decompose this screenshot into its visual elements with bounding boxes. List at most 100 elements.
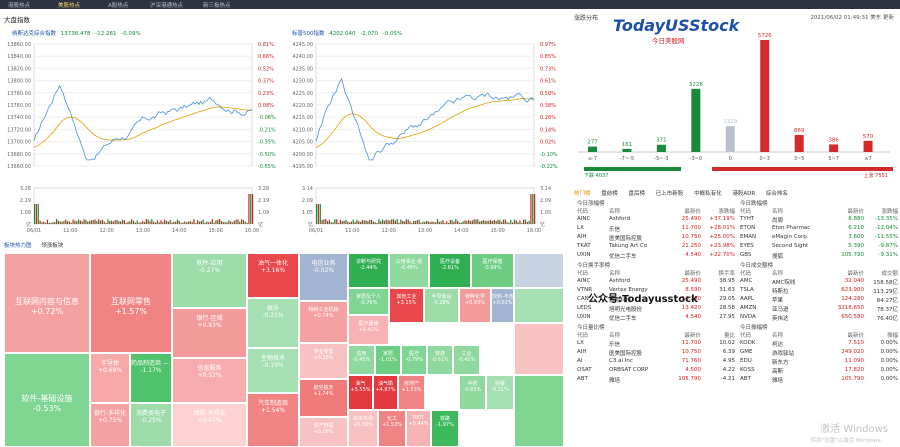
sector-cell[interactable]: 半导体 +0.69% bbox=[90, 353, 130, 403]
table-row[interactable]: TYHT 尚周 6.880 -13.35% bbox=[740, 216, 898, 226]
sector-cell[interactable]: 快餐 -0.21% bbox=[486, 375, 514, 410]
table-row[interactable]: TSLA 特斯拉 623.900 113.29亿 bbox=[740, 287, 898, 297]
sector-cell[interactable]: 特种工业机械 +0.74% bbox=[299, 301, 348, 343]
sector-cell[interactable]: 软件-基础设施 -0.53% bbox=[4, 353, 90, 447]
table-row[interactable]: ETON Eton Pharmac 6.210 -12.04% bbox=[740, 225, 898, 235]
sector-cell[interactable]: 化工 +1.53% bbox=[378, 410, 406, 447]
sector-cell[interactable]: 家居 -1.01% bbox=[375, 345, 401, 375]
tab-heatmap[interactable]: 板块热力图 bbox=[4, 243, 32, 249]
table-row[interactable]: ABT 雅培 105.790 0.00% bbox=[740, 376, 898, 386]
sector-cell[interactable]: 家居及个人 -0.76% bbox=[348, 288, 389, 315]
tab-new-ipo[interactable]: 已上市新股 bbox=[655, 191, 684, 197]
table-row[interactable]: UXIN 优信二手车 4.540 +22.70% bbox=[577, 252, 735, 262]
sector-cell[interactable]: 消费类电子 -0.25% bbox=[130, 403, 172, 447]
table-row[interactable]: LX 乐信 11.700 +28.01% bbox=[577, 225, 735, 235]
sector-cell[interactable]: 互联网内容与信息 +0.72% bbox=[4, 253, 90, 353]
sector-cell[interactable]: 特种化学 +0.93% bbox=[459, 288, 491, 323]
sector-cell[interactable]: 资本市场 +0.30% bbox=[348, 410, 378, 447]
sector-cell[interactable]: 房地产 +1.53% bbox=[398, 375, 425, 410]
table-row[interactable]: LEDS 旭明光电股份 13.420 28.58 bbox=[577, 305, 735, 315]
sector-change: -0.76% bbox=[359, 300, 378, 306]
sector-cell[interactable]: 生物技术 -0.19% bbox=[247, 348, 299, 393]
tab-us-hot[interactable]: 美股热点 bbox=[58, 3, 81, 9]
table-cell: 31.63 bbox=[719, 287, 735, 293]
table-cell: +23.98% bbox=[709, 243, 735, 249]
sector-cell[interactable]: 电信业务 -0.02% bbox=[299, 253, 348, 301]
sector-cell[interactable]: 专业零售 +0.16% bbox=[299, 343, 348, 379]
tab-afterhours[interactable]: 盘后榜 bbox=[628, 191, 646, 197]
table-row[interactable]: AINC Ashford 25.490 38.95 bbox=[577, 278, 735, 288]
volume-bar bbox=[409, 221, 411, 224]
sector-cell[interactable]: 软件-应用 -0.27% bbox=[172, 253, 247, 308]
tab-privatization[interactable]: 中概私有化 bbox=[694, 191, 722, 197]
sector-cell[interactable]: 中药 -0.65% bbox=[459, 375, 486, 410]
table-row[interactable]: AINC Ashford 25.490 +37.19% bbox=[577, 216, 735, 226]
sector-cell[interactable]: 旅游 -0.61% bbox=[427, 345, 453, 375]
sector-cell[interactable]: 油气一体化 +3.16% bbox=[247, 253, 299, 298]
sector-cell[interactable]: 银行-区域 +0.93% bbox=[172, 308, 247, 358]
sector-cell[interactable]: 饮料-不含 +0.02% bbox=[491, 288, 514, 323]
table-row[interactable]: AMZN 亚马逊 3218.650 78.37亿 bbox=[740, 305, 898, 315]
sector-cell[interactable]: 医疗 -0.79% bbox=[401, 345, 427, 375]
nasdaq-chart[interactable]: 13860.00 0.81% 13840.00 0.66% 13820.00 0.52% 1… bbox=[0, 38, 285, 238]
sector-cell[interactable]: 药品制造商 — 常规-1.17% bbox=[130, 353, 172, 403]
sector-cell[interactable]: 保险-多样化 +0.07% bbox=[172, 403, 247, 447]
sector-cell[interactable]: 航空航天 +1.74% bbox=[299, 379, 348, 417]
table-row[interactable]: AIH 医美国际控股 10.750 6.39 bbox=[577, 349, 735, 359]
sector-cell[interactable]: 银行-多样化 +0.75% bbox=[90, 403, 130, 447]
table-row[interactable]: EMAN eMagin Corp. 3.600 -11.55% bbox=[740, 234, 898, 244]
tab-composite[interactable]: 综合排名 bbox=[765, 191, 788, 197]
tab-hk-adr[interactable]: 港股ADR bbox=[732, 191, 756, 197]
sector-cell[interactable]: 资产管理 +0.16% bbox=[299, 417, 348, 447]
table-row[interactable]: AMC AMC院线 32.040 158.58亿 bbox=[740, 278, 898, 288]
table-row[interactable]: TKAT Takung Art Co 21.250 +23.98% bbox=[577, 243, 735, 253]
tab-a-share-hot[interactable]: A股热点 bbox=[108, 3, 129, 9]
table-row[interactable]: AAPL 苹果 124.280 84.27亿 bbox=[740, 296, 898, 306]
sector-cell[interactable]: REIT +0.44% bbox=[406, 410, 431, 447]
sector-cell[interactable]: 汽车制造商 +1.54% bbox=[247, 393, 299, 447]
table-row[interactable]: ABT 雅培 105.790 4.21 bbox=[577, 376, 735, 386]
sector-cell[interactable]: 公用事业-受 -0.46% bbox=[389, 253, 429, 288]
sector-cell[interactable]: 信息服务 +0.52% bbox=[172, 358, 247, 403]
sector-cell[interactable]: 半导体设 -0.28% bbox=[424, 288, 459, 323]
volume-bar bbox=[356, 219, 358, 224]
sector-cell[interactable]: 其他工业 +3.15% bbox=[389, 288, 424, 323]
volume-bar bbox=[499, 220, 501, 224]
sector-cell[interactable]: 娱乐 -0.21% bbox=[247, 298, 299, 348]
table-row[interactable]: GME 游戏驿站 249.020 0.00% bbox=[740, 349, 898, 359]
tab-hk-hot[interactable]: 港股热点 bbox=[8, 3, 31, 9]
sp500-chart[interactable]: 4245.00 0.97% 4240.00 0.85% 4235.00 0.73% 4230… bbox=[282, 38, 567, 238]
table-cell: 5.390 bbox=[848, 243, 864, 249]
sector-cell[interactable]: 油气勘 +4.87% bbox=[373, 375, 398, 410]
volume-bar bbox=[462, 221, 464, 224]
table-row[interactable]: AI C3.ai Inc 71.760 4.95 bbox=[577, 358, 735, 368]
table-row[interactable]: UXIN 优信二手车 4.540 27.95 bbox=[577, 314, 735, 324]
table-row[interactable]: KOSS 高斯 17.820 0.00% bbox=[740, 367, 898, 377]
sector-cell[interactable]: 医疗保健 -0.99% bbox=[471, 253, 514, 288]
table-row[interactable]: OSAT ORBSAT CORP 4.500 4.22 bbox=[577, 367, 735, 377]
sector-cell[interactable]: 铁路 -1.97% bbox=[431, 410, 459, 447]
table-row[interactable]: GBS 搜狐 105.790 -9.31% bbox=[740, 252, 898, 262]
sector-cell[interactable]: 工业 -0.41% bbox=[453, 345, 480, 375]
table-row[interactable]: VTNR Vertex Energy 8.590 31.63 bbox=[577, 287, 735, 297]
sector-cell[interactable]: 互联网零售 +1.57% bbox=[90, 253, 172, 353]
table-row[interactable]: AIH 医美国际控股 10.750 +25.00% bbox=[577, 234, 735, 244]
table-row[interactable]: CAN 嘉楠科技 10.260 29.05 bbox=[577, 296, 735, 306]
tab-hot-list[interactable]: 热门榜 bbox=[574, 191, 591, 197]
distribution-bar bbox=[691, 88, 701, 152]
sector-cell[interactable]: 诊断与研究 -2.44% bbox=[348, 253, 389, 288]
table-row[interactable]: LX 乐信 11.700 10.02 bbox=[577, 340, 735, 350]
tab-leading-sectors[interactable]: 领涨板块 bbox=[41, 243, 64, 249]
table-row[interactable]: EYES Second Sight 5.390 -9.87% bbox=[740, 243, 898, 253]
table-row[interactable]: KODK 柯达 7.510 0.00% bbox=[740, 340, 898, 350]
tab-connect-hot[interactable]: 沪深港通热点 bbox=[150, 3, 184, 9]
column-header: 最新价 bbox=[847, 209, 864, 215]
sector-cell[interactable]: 医疗器械 +0.42% bbox=[348, 315, 389, 345]
tab-neeq-hot[interactable]: 新三板热点 bbox=[203, 3, 231, 9]
sector-cell[interactable]: 信用 -0.45% bbox=[348, 345, 375, 375]
table-row[interactable]: EDU 新东方 11.090 0.00% bbox=[740, 358, 898, 368]
sector-cell[interactable]: 油气 +5.55% bbox=[348, 375, 373, 410]
sector-cell[interactable]: 医疗设备 -2.61% bbox=[429, 253, 471, 288]
tab-premarket[interactable]: 盘前榜 bbox=[601, 191, 618, 197]
table-row[interactable]: NVDA 英伟达 650.580 76.40亿 bbox=[740, 314, 898, 324]
